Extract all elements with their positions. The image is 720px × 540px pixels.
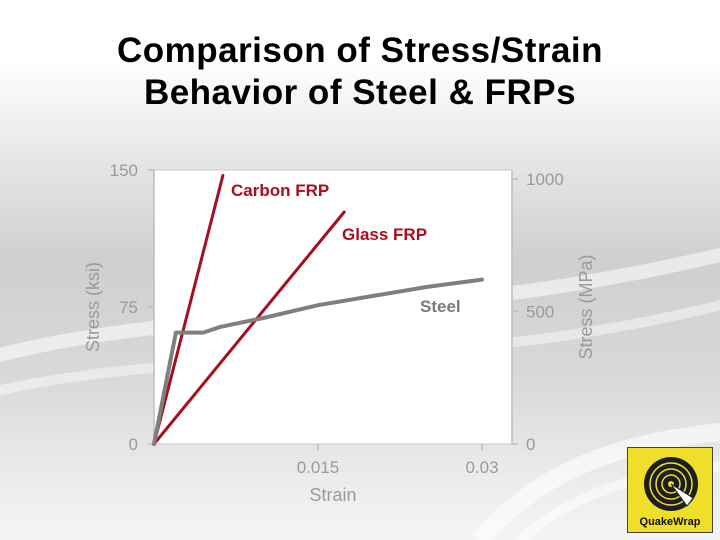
y-tick-label-left-0: 0 (129, 435, 138, 454)
y-tick-label-right-1: 500 (526, 303, 554, 322)
y-tick-label-left-2: 150 (110, 161, 138, 180)
quakewrap-logo: QuakeWrap (627, 447, 713, 533)
series-label-steel: Steel (420, 297, 461, 316)
y-tick-label-right-0: 0 (526, 435, 535, 454)
slide-title-line-2: Behavior of Steel & FRPs (143, 73, 577, 112)
quakewrap-logo-icon (644, 457, 698, 511)
slide-title-line-1: Comparison of Stress/Strain (116, 31, 604, 70)
logo-text: QuakeWrap (639, 516, 701, 528)
series-label-carbon-frp: Carbon FRP (231, 181, 329, 200)
y-axis-label-right: Stress (MPa) (576, 254, 596, 359)
y-tick-label-right-2: 1000 (526, 170, 564, 189)
series-line-glass-frp (152, 210, 346, 446)
y-axis-label-left: Stress (ksi) (83, 262, 103, 352)
series-label-glass-frp: Glass FRP (342, 225, 427, 244)
slide-title: Comparison of Stress/Strain Behavior of … (0, 30, 720, 114)
series-line-steel (152, 277, 484, 446)
y-tick-label-left-1: 75 (119, 298, 138, 317)
series-line-carbon-frp (152, 174, 225, 446)
x-tick-label-0: 0.015 (297, 458, 340, 477)
x-tick-label-1: 0.03 (465, 458, 498, 477)
x-axis-label: Strain (309, 485, 356, 505)
